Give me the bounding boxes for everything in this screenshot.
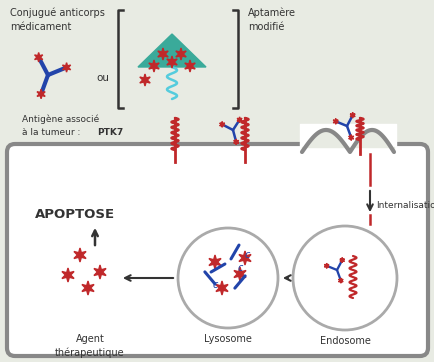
Text: ou: ou: [96, 73, 109, 83]
Polygon shape: [158, 48, 168, 60]
Polygon shape: [216, 281, 228, 295]
Polygon shape: [37, 89, 45, 99]
Polygon shape: [209, 255, 221, 269]
Polygon shape: [149, 60, 159, 72]
Circle shape: [293, 226, 397, 330]
Polygon shape: [324, 263, 329, 268]
Text: Internalisation: Internalisation: [376, 201, 434, 210]
Polygon shape: [350, 112, 355, 118]
Text: PTK7: PTK7: [97, 128, 123, 137]
Polygon shape: [167, 56, 177, 68]
Polygon shape: [339, 278, 343, 283]
Polygon shape: [94, 265, 106, 279]
Text: Aptamère
modifié: Aptamère modifié: [248, 8, 296, 32]
Text: c: c: [212, 280, 218, 290]
Circle shape: [178, 228, 278, 328]
Text: Lysosome: Lysosome: [204, 334, 252, 344]
Polygon shape: [62, 63, 71, 72]
Polygon shape: [140, 74, 150, 86]
Polygon shape: [333, 118, 338, 124]
Polygon shape: [185, 60, 195, 72]
Text: c: c: [244, 250, 250, 260]
Polygon shape: [74, 248, 86, 262]
Polygon shape: [239, 251, 251, 265]
Text: c: c: [237, 263, 243, 273]
Text: Endosome: Endosome: [319, 336, 371, 346]
Polygon shape: [138, 34, 206, 67]
Polygon shape: [237, 117, 242, 123]
Polygon shape: [35, 52, 43, 62]
Text: Conjugué anticorps
médicament: Conjugué anticorps médicament: [10, 8, 105, 32]
FancyBboxPatch shape: [7, 144, 428, 356]
Polygon shape: [82, 281, 94, 295]
Polygon shape: [62, 268, 74, 282]
Polygon shape: [234, 267, 246, 281]
Polygon shape: [340, 257, 345, 263]
Text: APOPTOSE: APOPTOSE: [35, 208, 115, 221]
Polygon shape: [349, 135, 354, 140]
Polygon shape: [220, 122, 225, 127]
Polygon shape: [176, 48, 186, 60]
Text: Agent
thérapeutique: Agent thérapeutique: [55, 334, 125, 358]
Text: Antigène associé
à la tumeur :: Antigène associé à la tumeur :: [22, 115, 99, 137]
Polygon shape: [233, 139, 239, 145]
